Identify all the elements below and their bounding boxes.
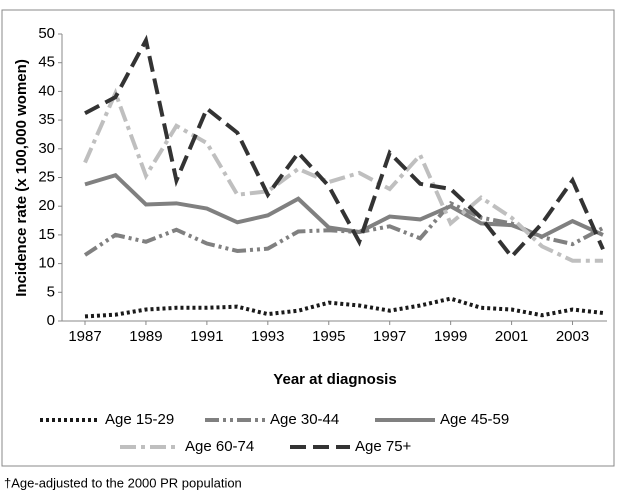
x-tick-label: 1997 (373, 328, 406, 345)
footnote: †Age-adjusted to the 2000 PR population (4, 475, 242, 490)
y-tick-label: 0 (47, 312, 55, 329)
x-tick-label: 1999 (434, 328, 467, 345)
y-tick-label: 45 (38, 54, 55, 71)
x-tick-label: 1993 (251, 328, 284, 345)
x-tick-label: 1987 (68, 328, 101, 345)
x-tick-label: 2003 (556, 328, 589, 345)
series-line (84, 296, 604, 319)
y-tick-label: 35 (38, 111, 55, 128)
legend-label: Age 30-44 (270, 411, 339, 428)
legend-label: Age 15-29 (105, 411, 174, 428)
x-axis-title: Year at diagnosis (273, 371, 396, 388)
series-line (84, 34, 605, 260)
x-tick-label: 1989 (129, 328, 162, 345)
x-tick-label: 2001 (495, 328, 528, 345)
y-tick-label: 15 (38, 226, 55, 243)
y-tick-label: 40 (38, 82, 55, 99)
y-tick-label: 20 (38, 197, 55, 214)
y-tick-label: 30 (38, 140, 55, 157)
x-tick-label: 1995 (312, 328, 345, 345)
legend-label: Age 45-59 (440, 411, 509, 428)
series-line (83, 87, 603, 263)
series-line (84, 172, 604, 239)
chart-border (1, 9, 615, 467)
y-tick-label: 50 (38, 25, 55, 42)
y-axis-title: Incidence rate (x 100,000 women) (13, 59, 30, 297)
y-tick-label: 25 (38, 168, 55, 185)
legend-label: Age 60-74 (185, 438, 254, 455)
x-tick-label: 1991 (190, 328, 223, 345)
y-tick-label: 5 (47, 283, 55, 300)
y-tick-label: 10 (38, 255, 55, 272)
legend-label: Age 75+ (355, 438, 412, 455)
